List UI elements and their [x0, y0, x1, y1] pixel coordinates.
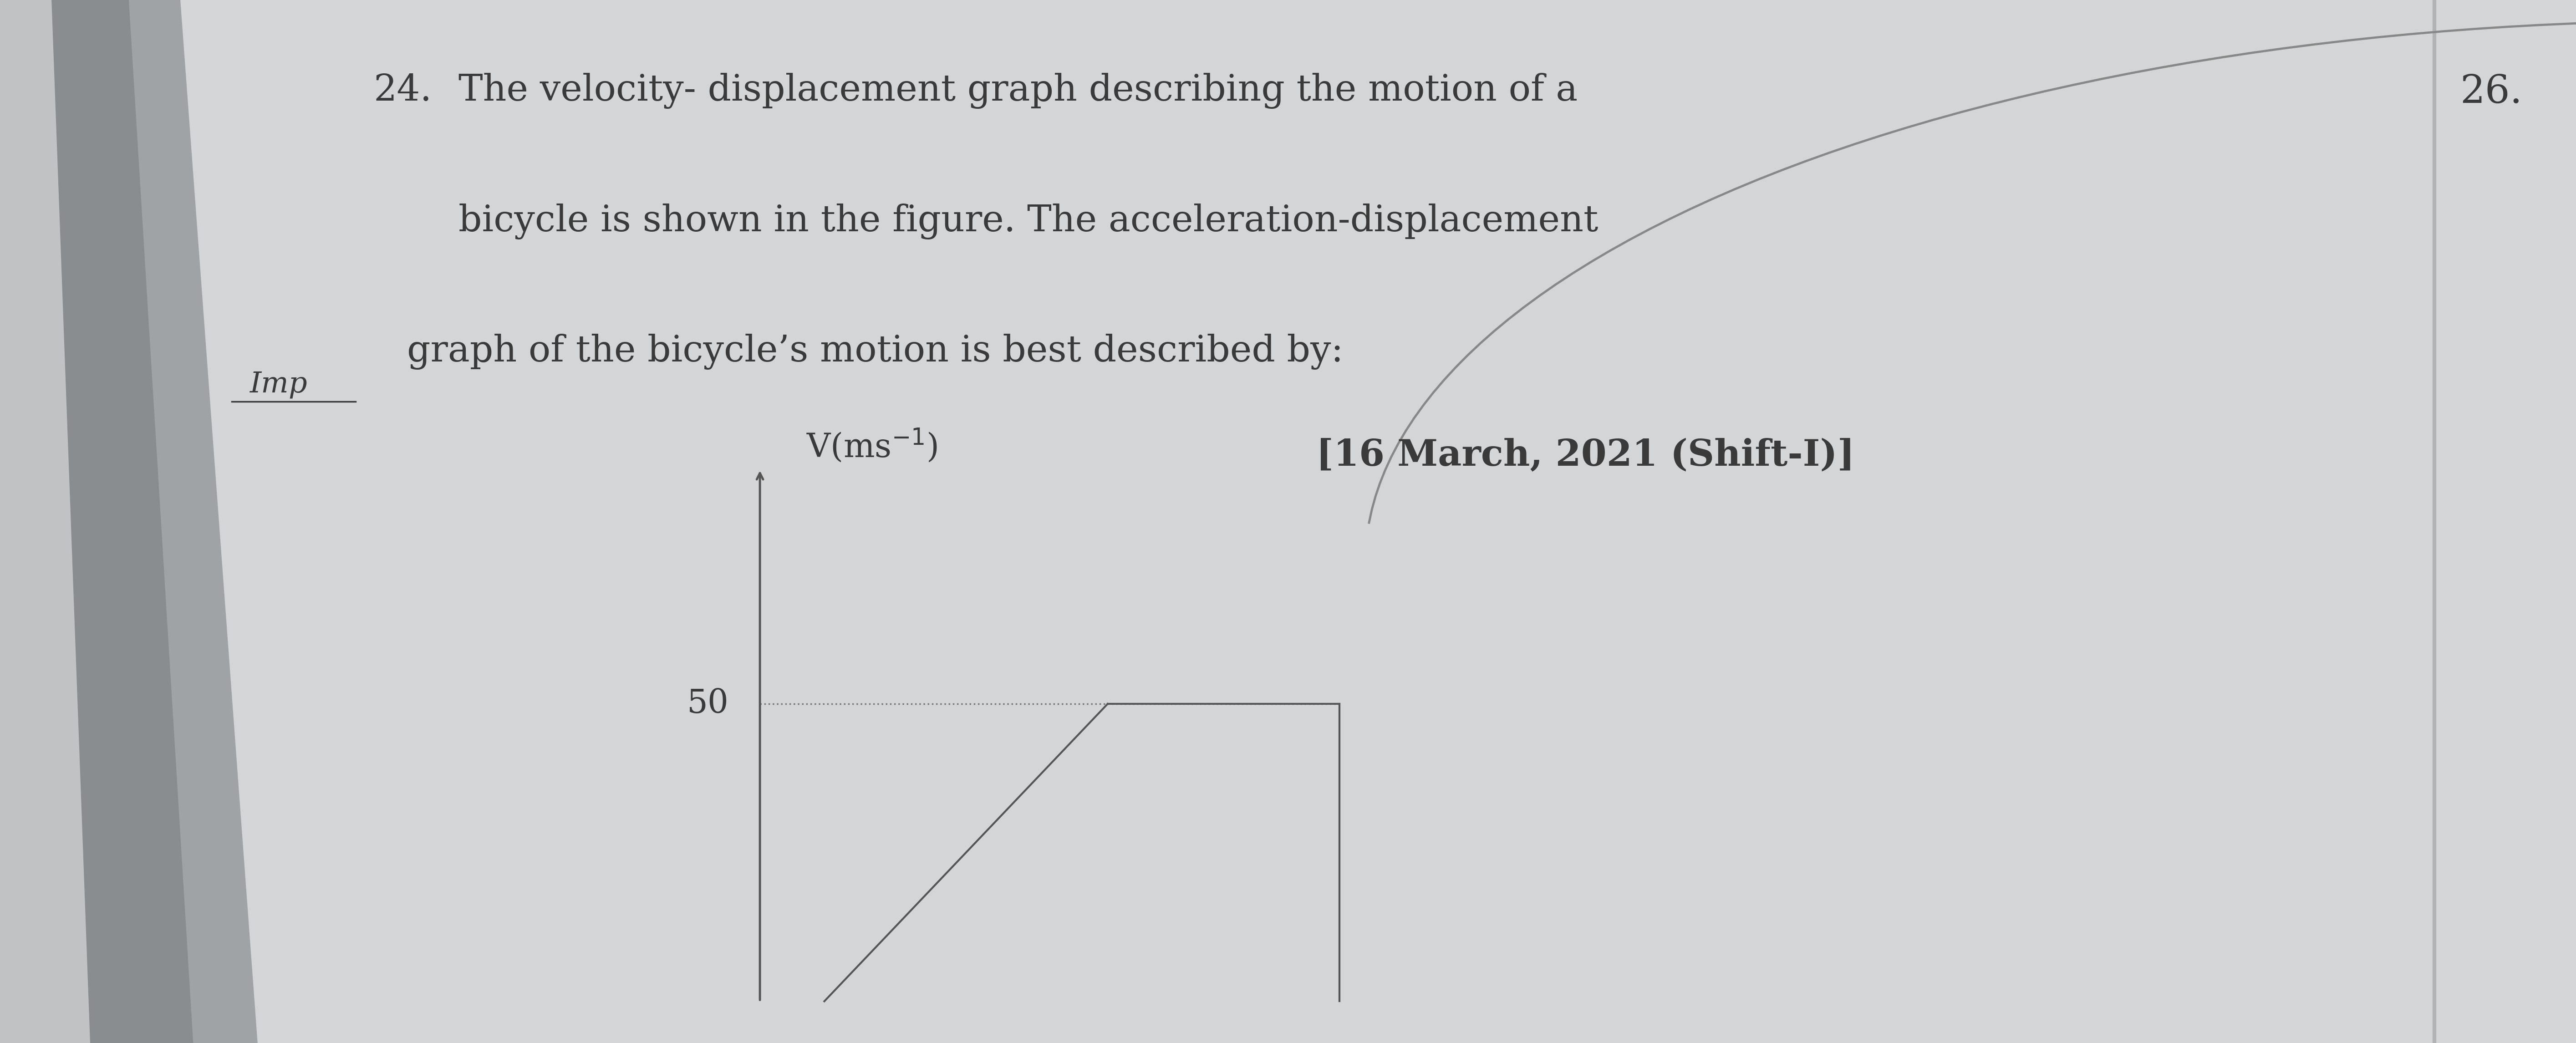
Text: [16 March, 2021 (Shift-I)]: [16 March, 2021 (Shift-I)]	[1316, 438, 1855, 474]
Polygon shape	[39, 0, 193, 1043]
Polygon shape	[0, 0, 258, 1043]
Text: 50: 50	[688, 687, 729, 720]
Polygon shape	[0, 0, 90, 1043]
Text: The velocity- displacement graph describing the motion of a: The velocity- displacement graph describ…	[459, 73, 1577, 108]
Text: bicycle is shown in the figure. The acceleration-displacement: bicycle is shown in the figure. The acce…	[459, 203, 1597, 239]
Text: V(ms$^{-1}$): V(ms$^{-1}$)	[806, 427, 938, 464]
Text: 24.: 24.	[374, 73, 433, 108]
Text: 26.: 26.	[2460, 73, 2522, 111]
Text: Imp: Imp	[250, 370, 307, 398]
Text: graph of the bicycle’s motion is best described by:: graph of the bicycle’s motion is best de…	[407, 334, 1342, 369]
Polygon shape	[103, 0, 2576, 1043]
